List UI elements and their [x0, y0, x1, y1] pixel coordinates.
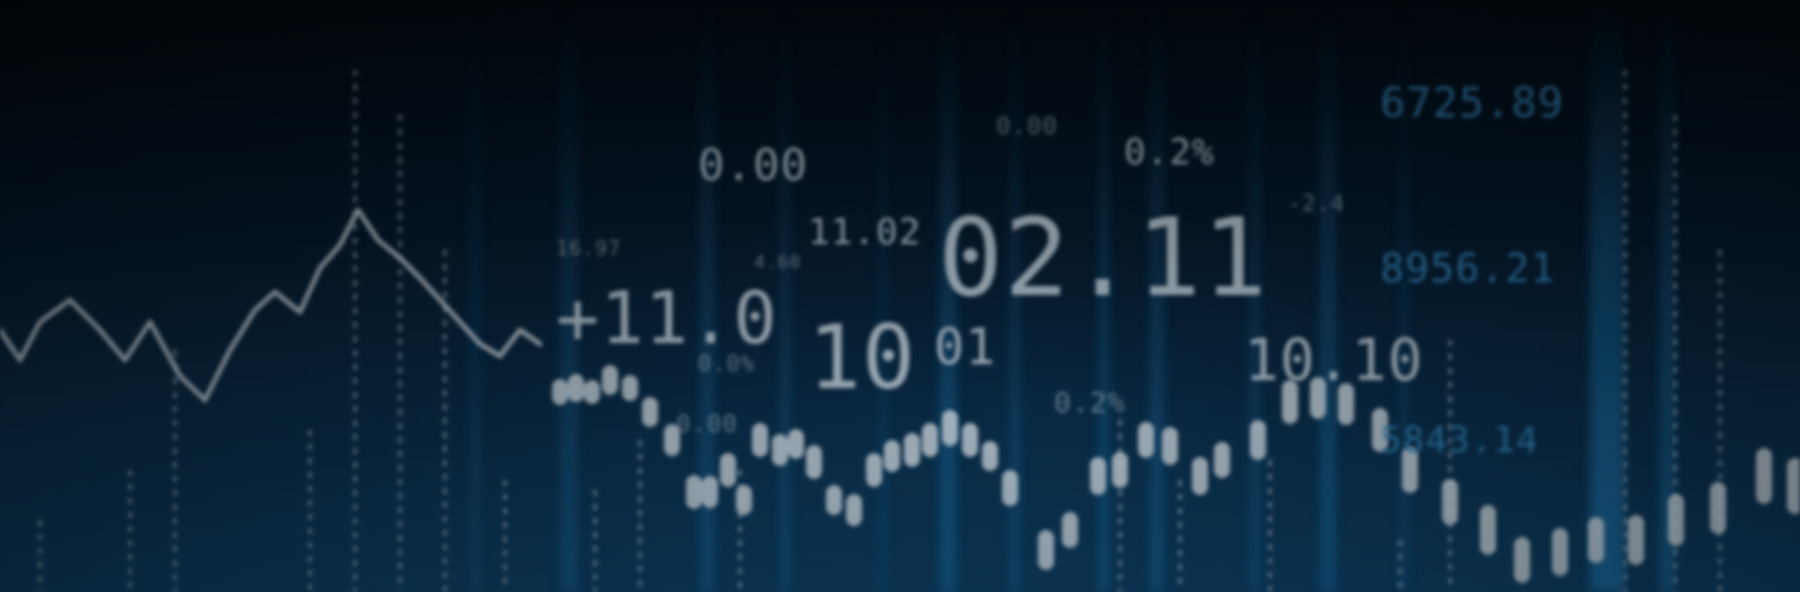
- ticker-value-n17: 16.97: [556, 236, 622, 260]
- candle: [1038, 530, 1054, 570]
- candle: [1138, 422, 1154, 458]
- candle: [1588, 517, 1604, 563]
- ticker-value-n13: 0.2%: [1054, 386, 1126, 419]
- candle: [1062, 512, 1078, 548]
- candle: [904, 433, 920, 467]
- candle: [702, 476, 718, 508]
- ticker-value-n3: 0.2%: [1124, 132, 1215, 173]
- candle: [1514, 537, 1530, 583]
- candle: [942, 410, 958, 446]
- ticker-value-n8: +11.0: [556, 276, 778, 360]
- candle: [1628, 515, 1644, 565]
- ticker-value-n11: 8956.21: [1380, 246, 1556, 292]
- candle: [1002, 470, 1018, 506]
- candle: [622, 375, 638, 401]
- candle: [866, 453, 882, 487]
- candle: [1710, 482, 1726, 534]
- candle: [1442, 479, 1458, 525]
- candle: [686, 475, 702, 509]
- candle: [720, 453, 736, 487]
- ticker-value-n7: -2.4: [1288, 192, 1345, 217]
- candle: [1162, 427, 1178, 465]
- candle: [1756, 448, 1772, 504]
- ticker-value-n12: 10.10: [1244, 326, 1424, 394]
- candle: [1480, 505, 1496, 555]
- ticker-value-n18: 4.60: [754, 252, 802, 273]
- candle: [642, 397, 658, 427]
- candle: [1552, 528, 1568, 576]
- candle: [826, 485, 842, 515]
- candle: [962, 423, 978, 457]
- candle: [552, 379, 568, 405]
- candle: [584, 380, 600, 404]
- ticker-value-n9: 10: [808, 306, 916, 409]
- ticker-value-n4: 6725.89: [1380, 78, 1565, 127]
- ticker-value-n6: 02.11: [938, 196, 1269, 321]
- candle: [884, 440, 900, 472]
- candle: [1214, 442, 1230, 478]
- candle: [736, 485, 752, 515]
- candle: [1192, 457, 1208, 495]
- candle: [788, 429, 804, 459]
- candle: [1090, 457, 1106, 495]
- candle: [1112, 452, 1128, 488]
- price-line: [0, 207, 543, 403]
- ticker-value-n2: 0.00: [996, 112, 1058, 140]
- candle: [1668, 494, 1684, 546]
- candle: [772, 434, 788, 466]
- ticker-value-n16: 0.00: [676, 410, 738, 438]
- ticker-value-n5: 11.02: [808, 212, 922, 253]
- candle: [1250, 420, 1266, 460]
- candle: [922, 423, 938, 457]
- candle: [752, 423, 768, 457]
- ticker-value-n15: 0.0%: [698, 352, 755, 377]
- ticker-value-n1: 0.00: [698, 140, 808, 191]
- candle: [602, 365, 618, 395]
- candle: [1787, 458, 1800, 514]
- candle: [806, 445, 822, 479]
- candle: [982, 441, 998, 471]
- candle: [568, 374, 584, 402]
- ticker-value-n14: 5843.14: [1380, 420, 1539, 461]
- candle: [846, 494, 862, 526]
- ticker-value-n10: 01: [934, 318, 997, 376]
